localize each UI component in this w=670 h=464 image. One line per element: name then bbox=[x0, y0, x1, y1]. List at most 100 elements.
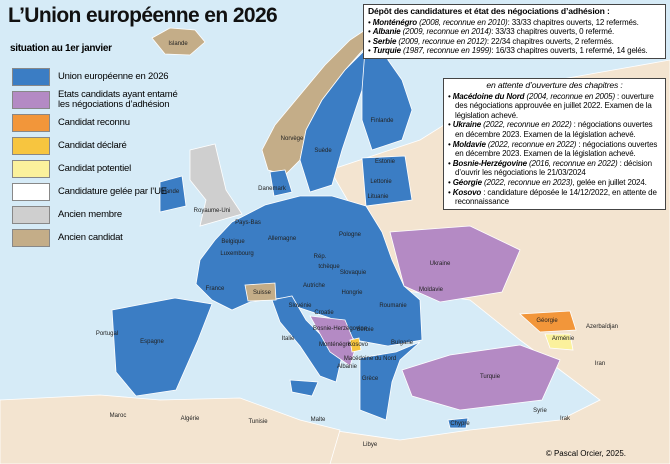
georgia bbox=[519, 310, 577, 333]
detail: (2008, reconnue en 2010) bbox=[419, 17, 508, 27]
status: : décision d’ouvrir les négociations le … bbox=[455, 158, 652, 178]
country: Ukraine bbox=[452, 120, 482, 130]
iceland bbox=[151, 27, 206, 56]
map-label: Serbie bbox=[356, 327, 374, 333]
cyprus bbox=[447, 417, 469, 429]
country: Moldavie bbox=[452, 139, 486, 149]
map-label: Slovaquie bbox=[340, 270, 367, 276]
map-label: Libye bbox=[363, 442, 378, 448]
detail: (2009, reconnue en 2012) bbox=[398, 36, 487, 46]
map-label: Autriche bbox=[303, 283, 326, 289]
map-label: Suisse bbox=[253, 290, 272, 296]
switzerland bbox=[244, 282, 277, 302]
country: Macédoine du Nord bbox=[452, 91, 525, 101]
list-item: Géorgie (2022, reconnue en 2023), gelée … bbox=[448, 178, 661, 188]
map-label: France bbox=[206, 286, 225, 292]
credit: © Pascal Orcier, 2025. bbox=[545, 449, 626, 458]
detail: (1987, reconnue en 1999) bbox=[402, 46, 492, 56]
legend-label: Candidat déclaré bbox=[58, 140, 127, 151]
detail: (2022, reconnue en 2023) bbox=[484, 177, 573, 187]
legend-swatch bbox=[12, 183, 50, 201]
greece-bulgaria bbox=[359, 341, 421, 421]
map-label: Irlande bbox=[161, 189, 180, 195]
map-label: Turquie bbox=[480, 374, 501, 380]
map-label: Tunisie bbox=[248, 419, 268, 425]
legend-item: Ancien candidat bbox=[12, 227, 187, 249]
map-label: Azerbaïdjan bbox=[586, 324, 618, 330]
country: Albanie bbox=[372, 27, 401, 37]
map-label: Roumanie bbox=[379, 303, 407, 309]
map-label: Lituanie bbox=[367, 194, 389, 200]
country: Serbie bbox=[372, 36, 397, 46]
detail: (2016, reconnue en 2022) bbox=[529, 158, 618, 168]
map-labels: Islande Norvège Suède Finlande Estonie Letton… bbox=[96, 41, 618, 448]
map-label: Norvège bbox=[281, 136, 304, 142]
map-label: Allemagne bbox=[268, 236, 297, 242]
country: Turquie bbox=[372, 46, 401, 56]
country: Kosovo bbox=[452, 187, 482, 197]
legend-swatch bbox=[12, 206, 50, 224]
list-item: Serbie (2009, reconnue en 2012): 22/34 c… bbox=[368, 37, 661, 47]
list-item: Albanie (2009, reconnue en 2014): 33/33 … bbox=[368, 27, 661, 37]
list-item: Turquie (1987, reconnue en 1999): 16/33 … bbox=[368, 46, 661, 56]
map-label: Kosovo bbox=[348, 342, 369, 348]
eu-continent bbox=[195, 195, 423, 347]
finland bbox=[361, 43, 413, 151]
legend-label: Etats candidats ayant entamé les négocia… bbox=[58, 89, 178, 110]
map-label: Iran bbox=[595, 361, 605, 367]
land bbox=[0, 394, 341, 464]
map-label: Portugal bbox=[96, 331, 118, 337]
legend-item: Candidature gelée par l’UE bbox=[12, 181, 187, 203]
status: : négociations ouvertes en décembre 2023… bbox=[455, 139, 658, 159]
legend-label: Union européenne en 2026 bbox=[58, 71, 169, 82]
legend-item: Candidat potentiel bbox=[12, 158, 187, 180]
map-label: Rép. bbox=[314, 254, 327, 260]
armenia bbox=[544, 333, 574, 351]
map-label: Croatie bbox=[314, 310, 334, 316]
map-label: Pologne bbox=[339, 232, 362, 238]
map-label: Espagne bbox=[140, 339, 164, 345]
map-label: Arménie bbox=[552, 336, 575, 342]
map-label: Monténégro bbox=[319, 342, 352, 348]
legend: Union européenne en 2026 Etats candidats … bbox=[12, 66, 187, 250]
detail: (2022, reconnue en 2022) bbox=[487, 139, 577, 149]
list-item: Ukraine (2022, reconnue en 2022) : négoc… bbox=[448, 120, 661, 139]
legend-item: Union européenne en 2026 bbox=[12, 66, 187, 88]
legend-swatch bbox=[12, 160, 50, 178]
map-label: Islande bbox=[168, 41, 188, 47]
status: : 33/33 chapitres ouverts, 0 refermé. bbox=[491, 27, 615, 37]
pending-heading: en attente d’ouverture des chapitres : bbox=[486, 80, 623, 90]
map-label: Grèce bbox=[362, 376, 379, 382]
ireland bbox=[159, 175, 187, 213]
map-label: Ukraine bbox=[430, 261, 451, 267]
legend-swatch bbox=[12, 137, 50, 155]
map-label: Pays-Bas bbox=[235, 220, 261, 226]
legend-label: Candidat potentiel bbox=[58, 163, 131, 174]
legend-label: Ancien membre bbox=[58, 209, 122, 220]
title: L’Union européenne en 2026 bbox=[8, 4, 278, 27]
detail: (2004, reconnue en 2005) bbox=[526, 91, 616, 101]
map-label: Italie bbox=[282, 336, 295, 342]
pending-box: en attente d’ouverture des chapitres :Ma… bbox=[443, 78, 666, 210]
balkans-candidates bbox=[309, 315, 357, 367]
status: , gelée en juillet 2024. bbox=[572, 177, 647, 187]
map-label: Géorgie bbox=[536, 318, 558, 324]
legend-item: Candidat reconnu bbox=[12, 112, 187, 134]
legend-swatch bbox=[12, 229, 50, 247]
country: Monténégro bbox=[372, 17, 418, 27]
map-label: Belgique bbox=[221, 239, 245, 245]
list-item: Kosovo : candidature déposée le 14/12/20… bbox=[448, 188, 661, 207]
country: Bosnie-Herzégovine bbox=[452, 158, 527, 168]
map-label: tchèque bbox=[318, 264, 340, 270]
list-item: Macédoine du Nord (2004, reconnue en 200… bbox=[448, 92, 661, 121]
list-item: Monténégro (2008, reconnue en 2010): 33/… bbox=[368, 18, 661, 28]
legend-swatch bbox=[12, 91, 50, 109]
negotiations-heading: Dépôt des candidatures et état des négoc… bbox=[368, 6, 610, 16]
status: : ouverture des négociations approuvée e… bbox=[455, 91, 654, 120]
map-label: Finlande bbox=[370, 118, 394, 124]
list-item: Bosnie-Herzégovine (2016, reconnue en 20… bbox=[448, 159, 661, 178]
subtitle: situation au 1er janvier bbox=[10, 43, 112, 54]
baltics bbox=[361, 155, 413, 207]
status: : 33/33 chapitres ouverts, 12 refermés. bbox=[507, 17, 639, 27]
